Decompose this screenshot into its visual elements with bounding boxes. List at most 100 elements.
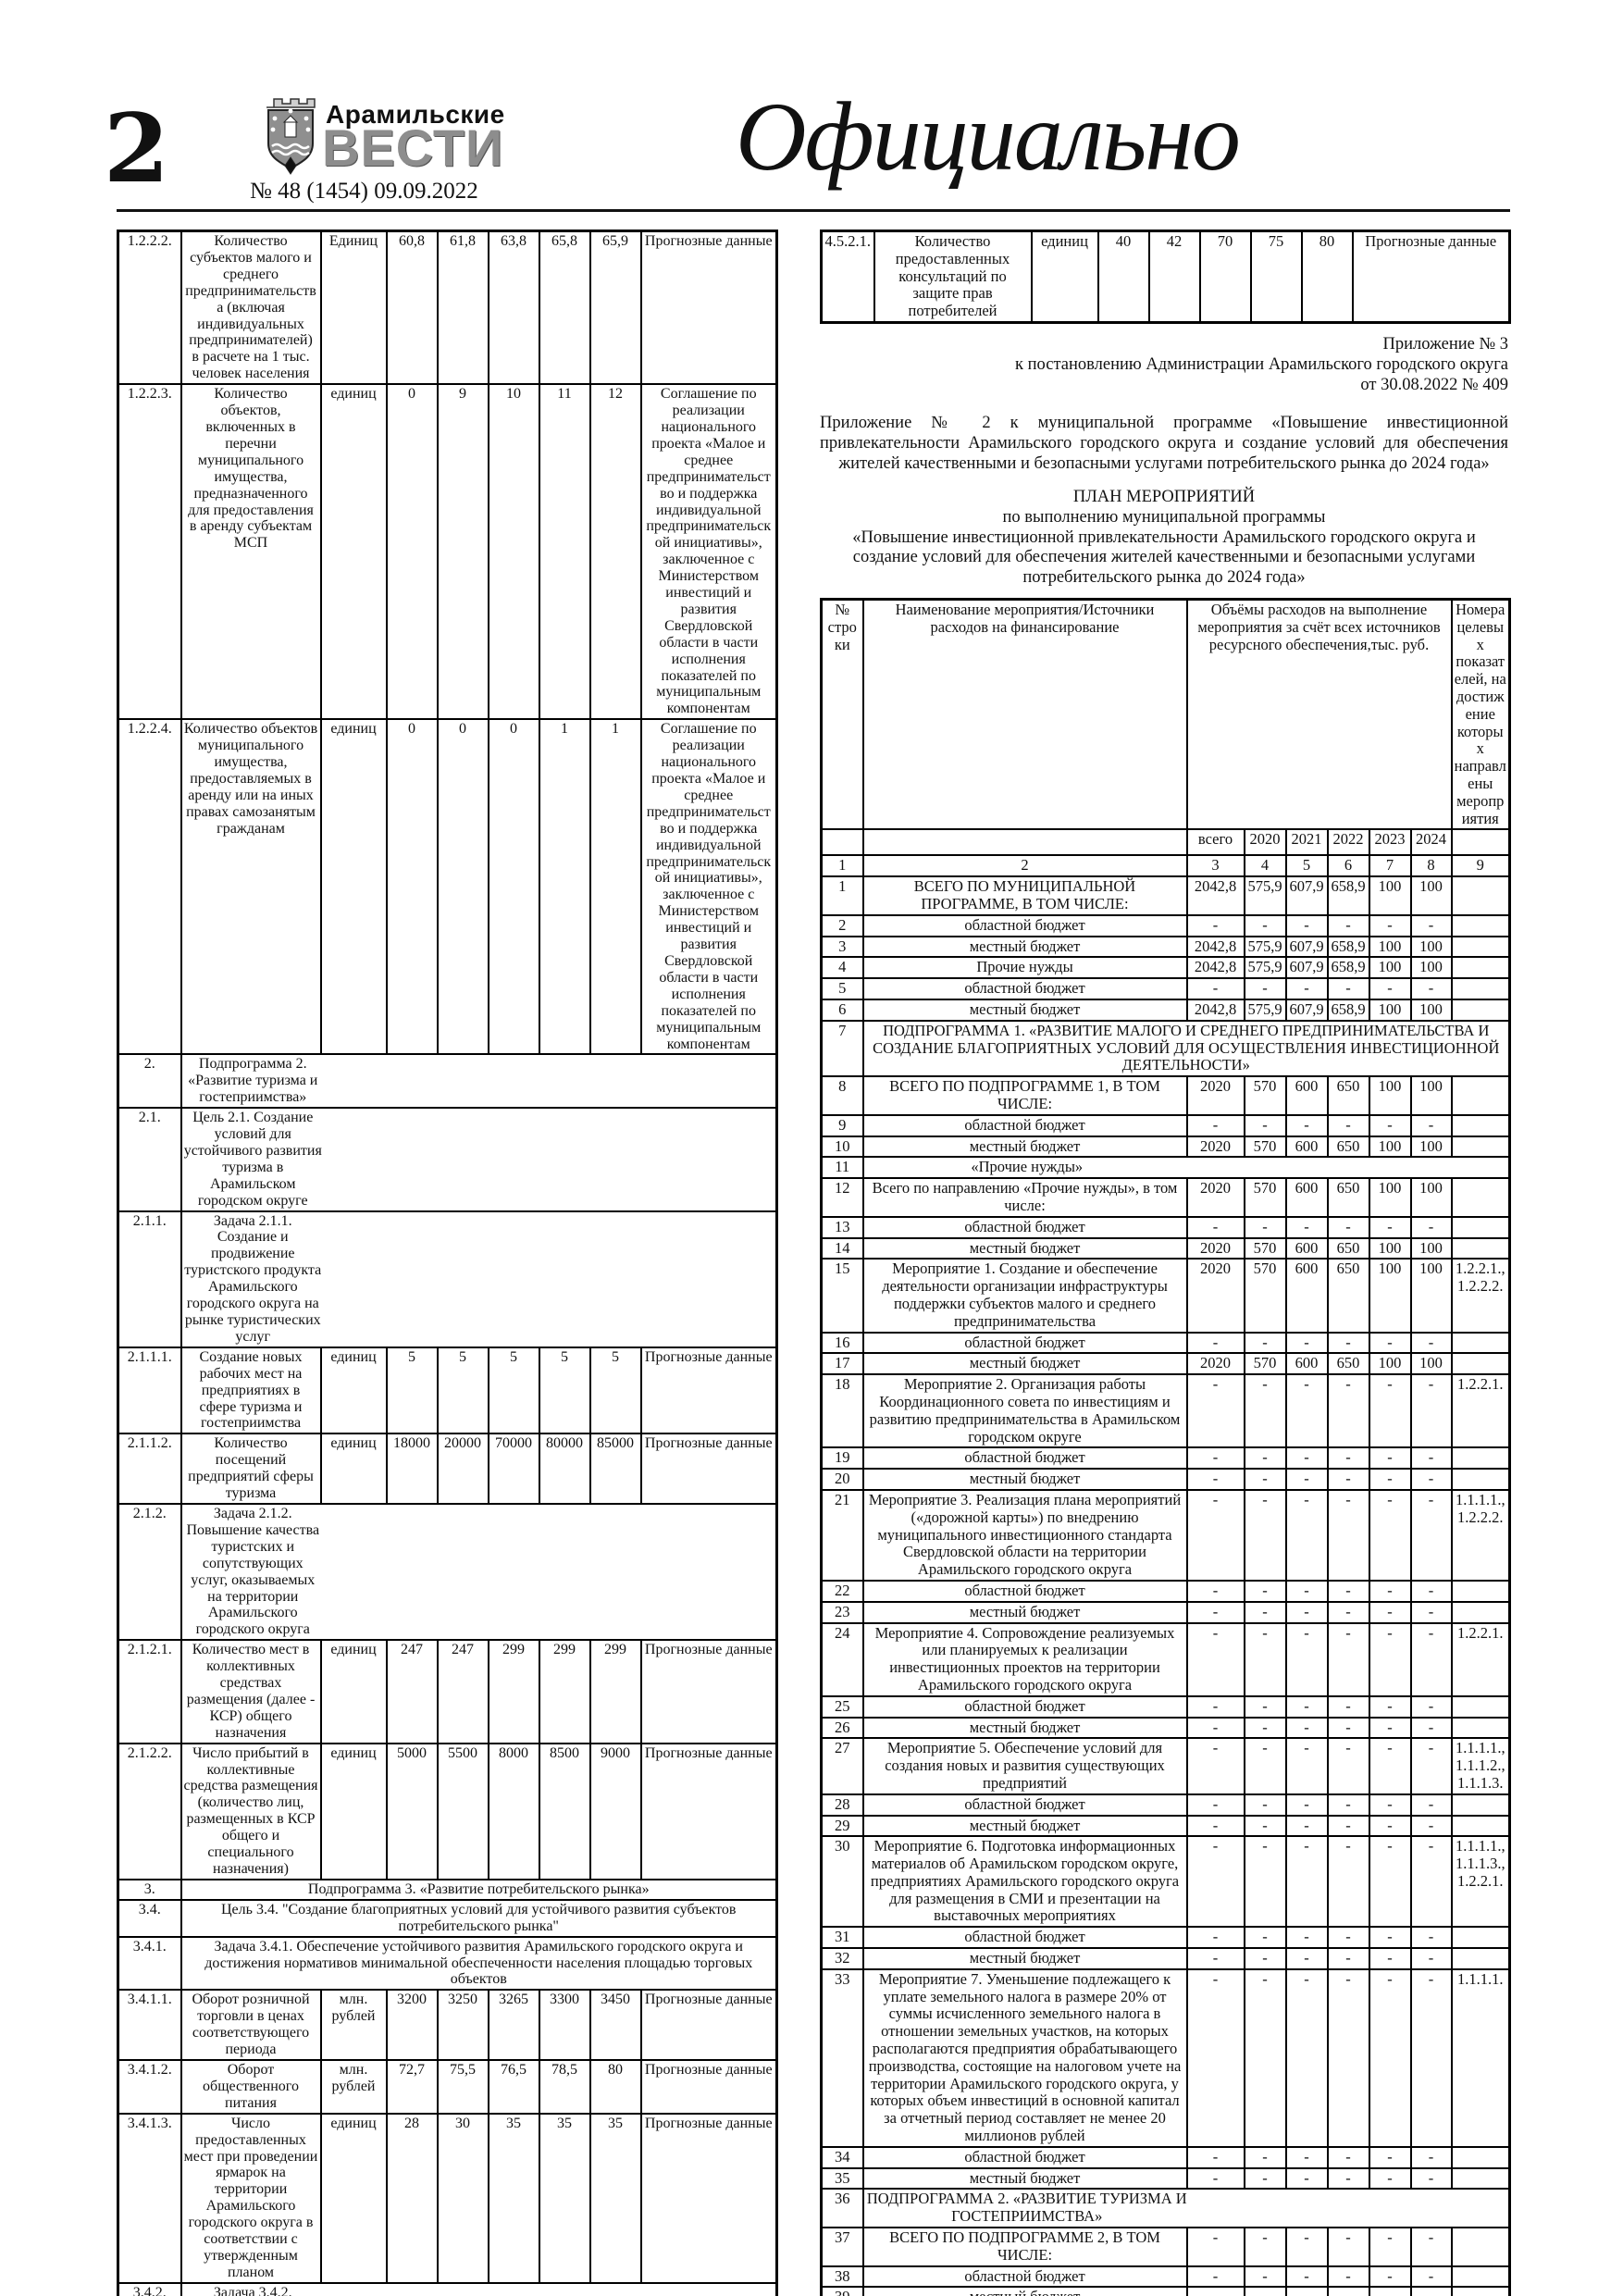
row-number: 25 (820, 1694, 864, 1719)
value: 100 (1368, 1258, 1412, 1334)
plan-section-row: 11 «Прочие нужды» (820, 1156, 1511, 1180)
year-header: 2023 (1368, 828, 1412, 857)
indicator-row: 3.4.1.3. Число предоставленных мест при п… (117, 2112, 778, 2284)
row-number: 4 (820, 956, 864, 980)
value: - (1284, 1793, 1329, 1817)
measure-name: областной бюджет (861, 1793, 1188, 1817)
value: 35 (588, 2112, 642, 2284)
value: 100 (1409, 1177, 1453, 1218)
index-cell: 9 (1450, 854, 1511, 878)
value: - (1243, 1579, 1287, 1603)
indicator-name: Оборот розничной торговли в ценах соотве… (180, 1989, 322, 2061)
row-number: 34 (820, 2145, 864, 2169)
row-number: 2.1. (117, 1107, 182, 1212)
value: - (1185, 1835, 1245, 1929)
plan-row: 29 местный бюджет - - - - - - (820, 1814, 1511, 1838)
indicator-row: 2.1.2.1. Количество мест в коллективных с… (117, 1639, 778, 1744)
value: - (1409, 2145, 1453, 2169)
brand-top-label: Арамильские (326, 100, 505, 129)
value: - (1284, 1737, 1329, 1795)
value: 100 (1409, 1352, 1453, 1376)
measure-name: Всего по направлению «Прочие нужды», в т… (861, 1177, 1188, 1218)
value: - (1409, 2166, 1453, 2191)
value: 72,7 (385, 2058, 439, 2115)
plan-row: 35 местный бюджет - - - - - - (820, 2166, 1511, 2191)
value: - (1185, 977, 1245, 1001)
target-indicators: 1.1.1.1. (1450, 1967, 1511, 2148)
value: 63,8 (487, 230, 540, 386)
row-number: 4.5.2.1. (820, 230, 875, 324)
value: 100 (1368, 1075, 1412, 1116)
value: - (1326, 1814, 1370, 1838)
unit: единиц (319, 1639, 388, 1744)
value: - (1185, 1926, 1245, 1950)
row-number: 7 (820, 1019, 864, 1078)
plan-row: 16 областной бюджет - - - - - - (820, 1331, 1511, 1355)
annex2-note: Приложение № 2 к муниципальной программе… (820, 414, 1508, 474)
target-indicators: 1.1.1.1., 1.2.2.2. (1450, 1488, 1511, 1582)
measure-name: областной бюджет (861, 1926, 1188, 1950)
value: 5500 (436, 1742, 489, 1880)
section-title: Официально (736, 82, 1241, 191)
value: - (1185, 1215, 1245, 1239)
target-indicators (1450, 956, 1511, 980)
value: 3300 (538, 1989, 591, 2061)
section-text: Подпрограмма 2. «Развитие туризма и гост… (180, 1053, 778, 1110)
indicator-name: Число предоставленных мест при проведени… (180, 2112, 322, 2284)
section-text: Подпрограмма 3. «Развитие потребительско… (180, 1878, 778, 1901)
value: 3250 (436, 1989, 489, 2061)
value: - (1284, 2145, 1329, 2169)
row-number: 6 (820, 999, 864, 1022)
value: 3200 (385, 1989, 439, 2061)
measure-name: местный бюджет (861, 999, 1188, 1022)
row-number: 17 (820, 1352, 864, 1376)
value: - (1326, 1835, 1370, 1929)
value: - (1368, 2166, 1412, 2191)
unit: млн. рублей (319, 2058, 388, 2115)
value: 299 (588, 1639, 642, 1744)
row-number: 35 (820, 2166, 864, 2191)
row-number: 2.1.2.2. (117, 1742, 182, 1880)
target-indicators: 1.1.1.1., 1.1.1.3., 1.2.2.1. (1450, 1835, 1511, 1929)
value: 76,5 (487, 2058, 540, 2115)
plan-row: 21 Мероприятие 3. Реализация плана меропр… (820, 1488, 1511, 1582)
value: - (1284, 1835, 1329, 1929)
value: - (1368, 1488, 1412, 1582)
row-number: 13 (820, 1215, 864, 1239)
value: 5 (385, 1346, 439, 1435)
value: 100 (1368, 1236, 1412, 1260)
value: - (1368, 2265, 1412, 2289)
value: - (1185, 2227, 1245, 2267)
plan-row: 39местный бюджет------ (820, 2286, 1511, 2296)
value: - (1409, 1926, 1453, 1950)
value: 70 (1198, 230, 1252, 324)
value: - (1243, 1446, 1287, 1471)
value: 575,9 (1243, 875, 1287, 916)
value: - (1185, 1967, 1245, 2148)
value: 600 (1284, 1258, 1329, 1334)
measure-name: Мероприятие 6. Подготовка информационных… (861, 1835, 1188, 1929)
year-header: 2024 (1409, 828, 1453, 857)
measure-name: местный бюджет (861, 1236, 1188, 1260)
value: - (1409, 1215, 1453, 1239)
value: - (1185, 2166, 1245, 2191)
unit: единиц (319, 1742, 388, 1880)
row-number: 24 (820, 1621, 864, 1697)
indicator-row: 3.4.1.1. Оборот розничной торговли в цена… (117, 1989, 778, 2061)
value: - (1368, 1694, 1412, 1719)
value: 61,8 (436, 230, 489, 386)
measure-name: местный бюджет (861, 1135, 1188, 1159)
row-number: 29 (820, 1814, 864, 1838)
plan-row: 37 ВСЕГО ПО ПОДПРОГРАММЕ 2, В ТОМ ЧИСЛЕ: -… (820, 2227, 1511, 2267)
value: - (1185, 2286, 1245, 2296)
row-number: 2.1.2.1. (117, 1639, 182, 1744)
target-indicators (1450, 1215, 1511, 1239)
value: - (1243, 2227, 1287, 2267)
index-cell: 3 (1185, 854, 1245, 878)
value: 650 (1326, 1236, 1370, 1260)
value: - (1243, 2166, 1287, 2191)
row-number: 12 (820, 1177, 864, 1218)
section-row: 2. Подпрограмма 2. «Развитие туризма и го… (117, 1053, 778, 1110)
value: 60,8 (385, 230, 439, 386)
value: - (1243, 1113, 1287, 1137)
